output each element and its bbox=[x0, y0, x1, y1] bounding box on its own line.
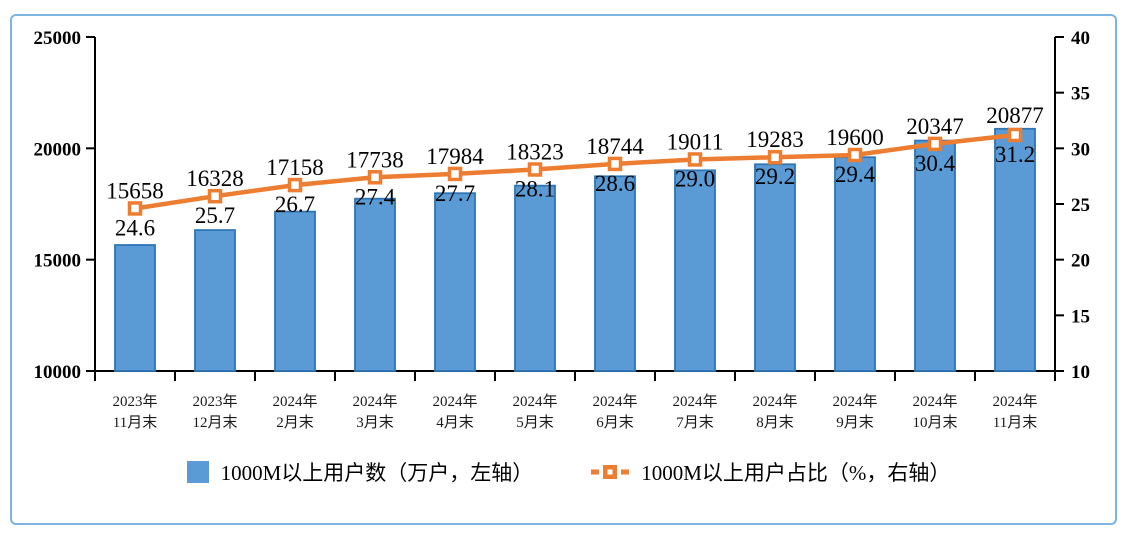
bar-value-label: 17984 bbox=[426, 144, 484, 169]
bar-value-label: 16328 bbox=[186, 166, 244, 191]
x-axis-category-label: 2024年 bbox=[912, 393, 957, 410]
right-axis-tick-label: 30 bbox=[1071, 139, 1090, 160]
x-axis-category-label: 11月末 bbox=[113, 414, 157, 431]
x-axis-category-label: 2024年 bbox=[752, 393, 797, 410]
line-value-label: 27.4 bbox=[355, 184, 396, 209]
bar-value-label: 15658 bbox=[106, 178, 164, 203]
legend-item-line-series: 1000M以上用户占比（%，右轴） bbox=[591, 457, 950, 487]
x-axis-category-label: 2024年 bbox=[592, 393, 637, 410]
line-value-label: 28.6 bbox=[595, 171, 635, 196]
bar-value-label: 19600 bbox=[826, 125, 884, 150]
line-marker bbox=[447, 166, 463, 182]
left-axis-tick-label: 25000 bbox=[34, 28, 82, 49]
right-axis-tick-label: 15 bbox=[1071, 306, 1090, 327]
line-series-legend-label: 1000M以上用户占比（%，右轴） bbox=[641, 461, 951, 485]
line-marker bbox=[287, 177, 303, 193]
bar-series-swatch bbox=[186, 461, 209, 483]
left-axis-tick-label: 15000 bbox=[34, 251, 82, 272]
line-marker bbox=[927, 136, 943, 152]
bar bbox=[754, 163, 796, 372]
line-marker bbox=[767, 149, 783, 165]
x-axis-category-label: 2024年 bbox=[992, 393, 1037, 410]
x-axis-category-label: 6月末 bbox=[596, 414, 634, 431]
bar-value-label: 20347 bbox=[906, 114, 964, 139]
line-value-label: 25.7 bbox=[195, 203, 235, 228]
line-value-label: 29.0 bbox=[675, 166, 715, 191]
bar bbox=[674, 169, 716, 372]
bar-value-label: 18323 bbox=[506, 139, 564, 164]
x-axis-category-label: 2024年 bbox=[832, 393, 877, 410]
x-axis-category-label: 2024年 bbox=[352, 393, 397, 410]
x-axis-category-label: 10月末 bbox=[912, 414, 957, 431]
right-axis-tick-label: 40 bbox=[1071, 28, 1090, 49]
legend: 1000M以上用户数（万户，左轴） 1000M以上用户占比（%，右轴） bbox=[0, 450, 1137, 494]
line-marker bbox=[367, 170, 383, 185]
right-axis-tick-label: 35 bbox=[1071, 84, 1090, 105]
bar-value-label: 19283 bbox=[746, 127, 804, 152]
line-value-label: 24.6 bbox=[115, 215, 155, 240]
x-axis-category-label: 2月末 bbox=[276, 414, 314, 431]
bar bbox=[274, 210, 316, 372]
x-axis-category-label: 8月末 bbox=[756, 414, 794, 431]
legend-item-bar-series: 1000M以上用户数（万户，左轴） bbox=[186, 457, 534, 487]
bar-series-legend-label: 1000M以上用户数（万户，左轴） bbox=[220, 461, 534, 485]
line-marker bbox=[207, 188, 223, 204]
bar-value-label: 20877 bbox=[986, 103, 1044, 128]
line-marker bbox=[847, 147, 863, 163]
line-value-label: 27.7 bbox=[435, 181, 475, 206]
x-axis-category-label: 4月末 bbox=[436, 414, 474, 431]
right-axis-tick-label: 20 bbox=[1071, 251, 1090, 272]
line-marker bbox=[687, 152, 703, 167]
bar bbox=[354, 197, 396, 372]
line-marker bbox=[527, 162, 543, 177]
x-axis-category-label: 12月末 bbox=[192, 414, 237, 431]
line-marker bbox=[1007, 127, 1023, 143]
bar bbox=[114, 244, 156, 372]
x-axis-category-label: 2024年 bbox=[672, 393, 717, 410]
bar bbox=[914, 139, 956, 372]
line-marker bbox=[607, 156, 623, 172]
bar-value-label: 18744 bbox=[586, 134, 644, 159]
line-value-label: 31.2 bbox=[995, 142, 1035, 167]
line-marker bbox=[127, 201, 143, 216]
left-axis-tick-label: 10000 bbox=[34, 362, 82, 383]
line-value-label: 29.2 bbox=[755, 164, 795, 189]
x-axis-category-label: 11月末 bbox=[993, 414, 1037, 431]
bar-value-label: 17158 bbox=[266, 155, 324, 180]
bar bbox=[514, 184, 556, 372]
line-value-label: 28.1 bbox=[515, 176, 555, 201]
line-value-label: 30.4 bbox=[915, 151, 956, 176]
bar bbox=[434, 192, 476, 372]
bar bbox=[834, 156, 876, 372]
x-axis-category-label: 2024年 bbox=[272, 393, 317, 410]
bar-value-label: 17738 bbox=[346, 147, 404, 172]
bar bbox=[994, 127, 1036, 372]
x-axis-category-label: 2024年 bbox=[512, 393, 557, 410]
x-axis-category-label: 2023年 bbox=[192, 393, 237, 410]
x-axis-category-label: 2023年 bbox=[112, 393, 157, 410]
line-series-marker-icon bbox=[591, 465, 630, 479]
x-axis-category-label: 9月末 bbox=[836, 414, 874, 431]
line-series bbox=[132, 132, 1018, 211]
line-value-label: 26.7 bbox=[275, 192, 315, 217]
x-axis-category-label: 2024年 bbox=[432, 393, 477, 410]
right-axis-tick-label: 25 bbox=[1071, 195, 1090, 216]
bar-value-label: 19011 bbox=[667, 129, 724, 154]
bar bbox=[194, 229, 236, 372]
bar bbox=[594, 175, 636, 372]
line-value-label: 29.4 bbox=[835, 162, 876, 187]
left-axis-tick-label: 20000 bbox=[34, 139, 82, 160]
x-axis-category-label: 5月末 bbox=[516, 414, 554, 431]
x-axis-category-label: 7月末 bbox=[676, 414, 714, 431]
x-axis-category-label: 3月末 bbox=[356, 414, 394, 431]
right-axis-tick-label: 10 bbox=[1071, 362, 1090, 383]
